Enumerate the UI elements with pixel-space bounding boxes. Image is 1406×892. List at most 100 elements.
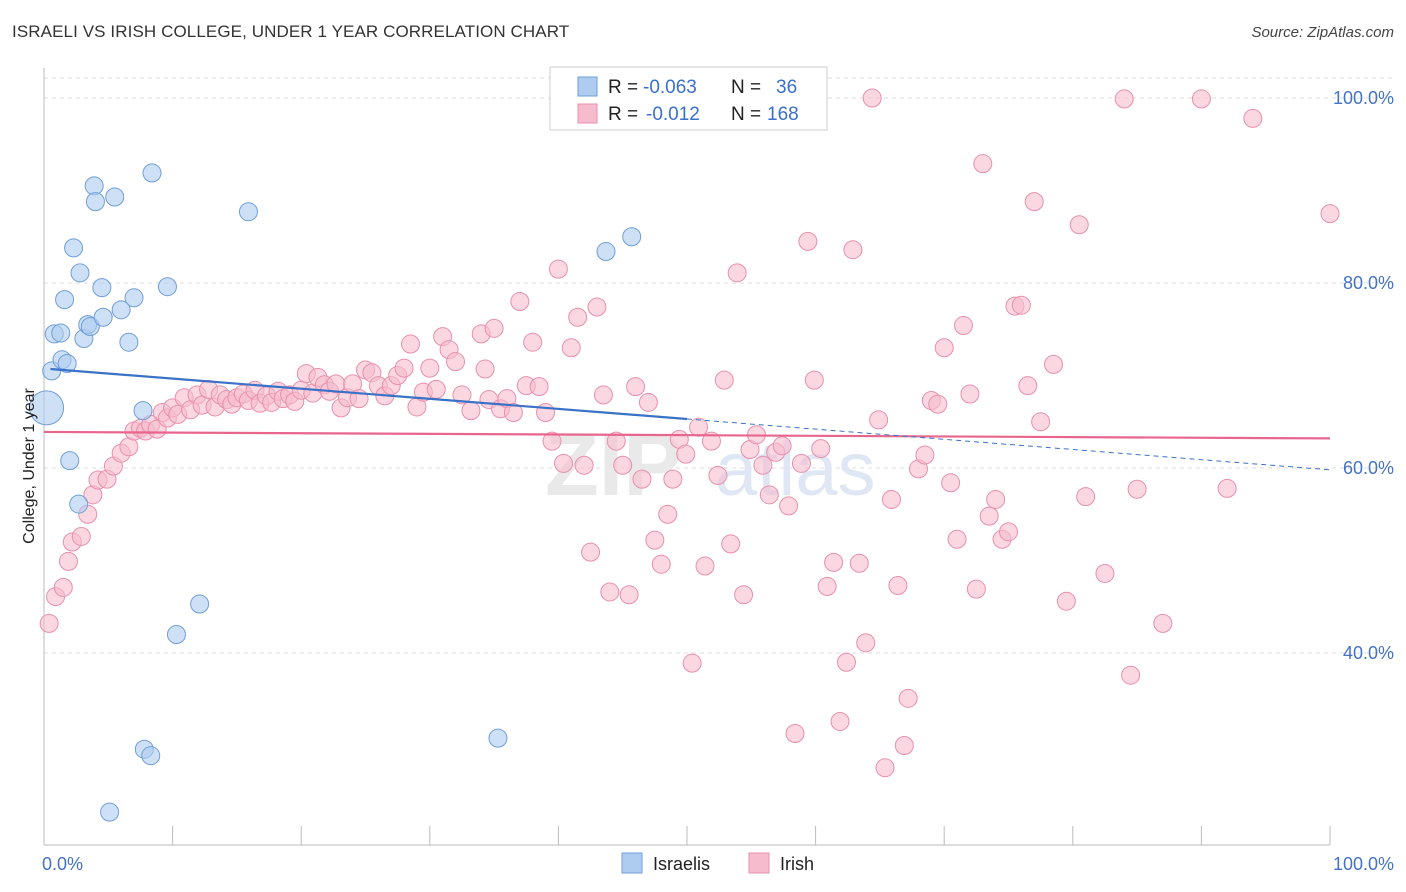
israelis-point [141, 746, 161, 766]
irish-point [606, 431, 626, 451]
irish-point [849, 553, 869, 573]
irish-point [1121, 665, 1141, 685]
irish-point [734, 585, 754, 605]
israelis-point [622, 227, 642, 247]
israelis-point [238, 202, 258, 222]
irish-point [446, 352, 466, 372]
legend-israelis-marker [621, 852, 643, 874]
irish-point [574, 455, 594, 475]
irish-point [394, 358, 414, 378]
irish-point [638, 392, 658, 412]
legend-irish-label: Irish [780, 854, 814, 874]
irish-point [561, 338, 581, 358]
irish-point [986, 489, 1006, 509]
irish-point [973, 154, 993, 174]
irish-point [682, 653, 702, 673]
israelis-trend-line [50, 367, 688, 421]
irish-point [888, 575, 908, 595]
legend-irish-r: -0.012 [646, 104, 700, 125]
irish-point [695, 556, 715, 576]
israelis-point [111, 300, 131, 320]
irish-point [39, 613, 59, 633]
irish-point [869, 410, 889, 430]
irish-point [1114, 89, 1134, 109]
irish-point [1243, 108, 1263, 128]
legend-israelis-label: Israelis [653, 854, 710, 874]
irish-point [53, 577, 73, 597]
irish-point [785, 723, 805, 743]
irish-point [401, 334, 421, 354]
source-label: Source: ZipAtlas.com [1251, 24, 1394, 41]
irish-point [554, 453, 574, 473]
legend-israelis-swatch [577, 76, 598, 97]
irish-point [1320, 204, 1340, 224]
irish-point [1056, 591, 1076, 611]
irish-point [1018, 376, 1038, 396]
irish-point [881, 489, 901, 509]
irish-point [600, 582, 620, 602]
irish-point [960, 384, 980, 404]
irish-point [593, 385, 613, 405]
irish-point [536, 403, 556, 422]
irish-point [689, 417, 709, 437]
irish-point [928, 394, 948, 414]
y-tick-label: 100.0% [1333, 88, 1394, 108]
legend-irish-swatch [577, 103, 598, 124]
irish-point [568, 307, 588, 327]
irish-point [542, 431, 562, 451]
irish-point [1031, 412, 1051, 432]
y-tick-label: 80.0% [1343, 273, 1394, 293]
irish-point [58, 551, 78, 571]
irish-point [894, 736, 914, 755]
irish-point [721, 534, 741, 554]
irish-point [830, 711, 850, 731]
irish-point [1153, 613, 1173, 633]
chart-title: ISRAELI VS IRISH COLLEGE, UNDER 1 YEAR C… [12, 22, 570, 41]
israelis-point [596, 242, 616, 262]
x-tick-label: 0.0% [42, 854, 83, 874]
irish-point [753, 455, 773, 475]
israelis-point [69, 494, 89, 514]
irish-point [824, 552, 844, 572]
irish-point [836, 652, 856, 672]
grid-lines [44, 77, 1395, 654]
israelis-point [80, 316, 100, 336]
irish-point [452, 385, 472, 405]
irish-point [875, 758, 895, 778]
irish-point [856, 633, 876, 653]
legend-irish-marker [748, 852, 770, 874]
irish-point [658, 504, 678, 524]
irish-point [632, 469, 652, 489]
israelis-point [92, 278, 112, 298]
irish-point [898, 688, 918, 708]
irish-point [581, 542, 601, 562]
irish-point [1024, 192, 1044, 212]
irish-point [426, 379, 446, 399]
israelis-point [133, 401, 153, 421]
irish-point [1076, 487, 1096, 507]
israelis-point [84, 176, 104, 196]
series-israelis-points [29, 163, 642, 822]
legend-irish-n: 168 [767, 104, 799, 125]
irish-point [934, 338, 954, 358]
israelis-point [157, 277, 177, 297]
israelis-point [166, 625, 186, 644]
irish-point [651, 554, 671, 574]
irish-point [953, 316, 973, 336]
irish-point [843, 240, 863, 260]
irish-point [772, 436, 792, 456]
irish-point [613, 455, 633, 475]
israelis-point [70, 263, 90, 283]
irish-point [71, 526, 91, 546]
israelis-point [105, 187, 125, 207]
irish-point [484, 318, 504, 338]
irish-point [510, 292, 530, 311]
irish-point [941, 473, 961, 493]
irish-point [804, 370, 824, 390]
irish-point [701, 431, 721, 451]
y-tick-label: 40.0% [1343, 643, 1394, 663]
israelis-point [100, 802, 120, 822]
irish-point [587, 297, 607, 317]
irish-point [475, 359, 495, 379]
